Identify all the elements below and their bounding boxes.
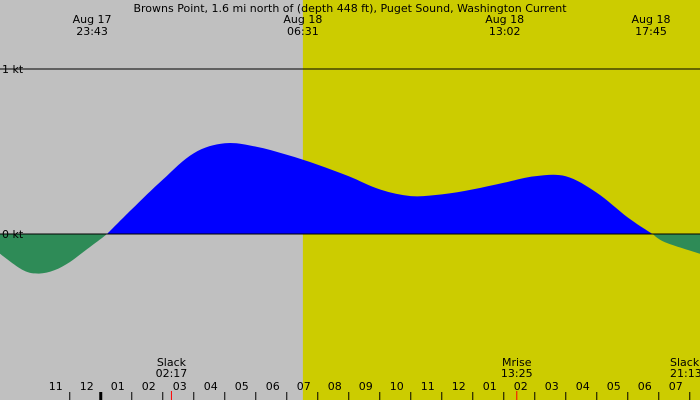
hour-label-17: 04 [576,380,590,393]
hour-label-0: 11 [49,380,63,393]
hour-label-18: 05 [607,380,621,393]
bottom-event-name-2: Slack [670,356,700,369]
top-event-date-3: Aug 18 [632,13,671,26]
bottom-event-time-0: 02:17 [156,367,188,380]
hour-label-12: 11 [421,380,435,393]
bottom-event-time-2: 21:13 [670,367,700,380]
hour-ticks: 11 12 01 02 03 04 05 06 07 08 09 10 11 12 01 02 03 04 05 06… [49,380,700,400]
top-event-time-3: 17:45 [635,25,667,38]
gridlines [0,68,700,235]
hour-label-16: 03 [545,380,559,393]
y-axis-labels: 1 kt 0 kt [2,63,24,241]
hour-label-20: 07 [669,380,683,393]
top-event-date-2: Aug 18 [485,13,524,26]
hour-label-14: 01 [483,380,497,393]
top-event-date-1: Aug 18 [283,13,322,26]
top-event-time-2: 13:02 [489,25,521,38]
current-area-0 [0,234,107,274]
top-event-time-1: 06:31 [287,25,319,38]
top-event-time-0: 23:43 [76,25,108,38]
hour-label-8: 07 [297,380,311,393]
y-label-1: 0 kt [2,228,24,241]
top-event-date-0: Aug 17 [73,13,112,26]
hour-label-2: 01 [111,380,125,393]
hour-label-5: 04 [204,380,218,393]
hour-label-6: 05 [235,380,249,393]
hour-label-10: 09 [359,380,373,393]
hour-label-11: 10 [390,380,404,393]
hour-label-4: 03 [173,380,187,393]
hour-label-13: 12 [452,380,466,393]
current-area-2 [652,234,700,254]
y-label-0: 1 kt [2,63,24,76]
hour-label-1: 12 [80,380,94,393]
hour-label-19: 06 [638,380,652,393]
bottom-event-name-0: Slack [157,356,187,369]
hour-label-7: 06 [266,380,280,393]
hour-label-9: 08 [328,380,342,393]
current-area-1 [107,143,653,234]
hour-label-15: 02 [514,380,528,393]
bottom-event-name-1: Mrise [502,356,532,369]
current-areas [0,143,700,274]
hour-label-3: 02 [142,380,156,393]
chart-title: Browns Point, 1.6 mi north of (depth 448… [133,2,567,15]
bottom-event-time-1: 13:25 [501,367,533,380]
